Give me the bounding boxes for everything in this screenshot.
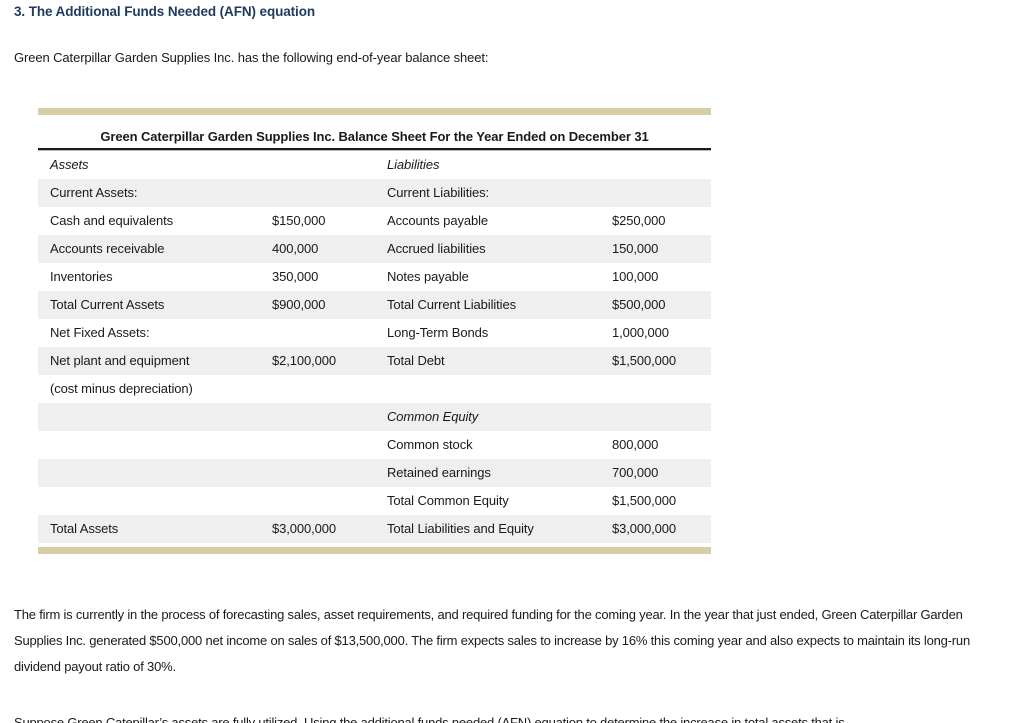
intro-text: Green Caterpillar Garden Supplies Inc. h…: [14, 50, 489, 65]
cell-asset-amount: 400,000: [272, 241, 319, 256]
paragraph-firm-forecast: The firm is currently in the process of …: [14, 607, 970, 674]
cell-asset-amount: [272, 459, 387, 487]
table-row: Total Assets $3,000,000 Total Liabilitie…: [38, 515, 711, 543]
cell-assets-header: Assets: [50, 157, 89, 172]
cell-liability-label: Notes payable: [387, 269, 469, 284]
cell-liability-label: [387, 375, 612, 403]
table-row: Common Equity: [38, 403, 711, 431]
cell-asset-amount: [272, 487, 387, 515]
table-row: Total Common Equity $1,500,000: [38, 487, 711, 515]
cell-asset-amount: $3,000,000: [272, 521, 337, 536]
cell-liability-amount: $1,500,000: [612, 353, 677, 368]
cell-asset-label: Net plant and equipment: [50, 353, 190, 368]
cell-liability-amount: $250,000: [612, 213, 666, 228]
table-row: Common stock 800,000: [38, 431, 711, 459]
cell-asset-label: Accounts receivable: [50, 241, 165, 256]
cell-liability-amount: 700,000: [612, 465, 659, 480]
cell-asset-amount: [272, 403, 387, 431]
cell-asset-label: Inventories: [50, 269, 113, 284]
cell-liability-amount: $500,000: [612, 297, 666, 312]
cell-liability-label: Total Common Equity: [387, 493, 509, 508]
cell-asset-amount: 350,000: [272, 269, 319, 284]
table-row: Net plant and equipment $2,100,000 Total…: [38, 347, 711, 375]
table-row: Accounts receivable 400,000 Accrued liab…: [38, 235, 711, 263]
cell-asset-amount: [272, 319, 387, 347]
cell-liability-label: Total Liabilities and Equity: [387, 521, 534, 536]
cell-asset-label: [50, 403, 272, 431]
cell-asset-label: Current Assets:: [50, 185, 138, 200]
cell-liability-amount: 100,000: [612, 269, 659, 284]
cell-liability-amount: 150,000: [612, 241, 659, 256]
table-row: Assets Liabilities: [38, 151, 711, 179]
cell-liability-amount: $3,000,000: [612, 521, 677, 536]
cell-asset-label: [50, 459, 272, 487]
cell-liability-amount: 1,000,000: [612, 325, 669, 340]
cell-liability-label: Long-Term Bonds: [387, 325, 489, 340]
cell-liability-label: Common stock: [387, 437, 473, 452]
balance-sheet-table: Green Caterpillar Garden Supplies Inc. B…: [38, 108, 711, 554]
cell-liability-amount: [612, 179, 711, 207]
cell-liability-label: Total Current Liabilities: [387, 297, 517, 312]
cell-liability-amount: [612, 151, 711, 179]
balance-sheet-rows: Assets Liabilities Current Assets: Curre…: [38, 151, 711, 543]
table-row: Total Current Assets $900,000 Total Curr…: [38, 291, 711, 319]
cell-asset-amount: [272, 431, 387, 459]
cell-asset-label: Net Fixed Assets:: [50, 325, 150, 340]
cell-asset-amount: $150,000: [272, 213, 326, 228]
cell-asset-label: (cost minus depreciation): [50, 381, 193, 396]
cell-asset-amount: [272, 151, 387, 179]
table-row: Retained earnings 700,000: [38, 459, 711, 487]
paragraph-suppose-afn: Suppose Green Catepillar’s assets are fu…: [14, 715, 845, 723]
table-row: Cash and equivalents $150,000 Accounts p…: [38, 207, 711, 235]
table-row: Inventories 350,000 Notes payable 100,00…: [38, 263, 711, 291]
cell-asset-label: Cash and equivalents: [50, 213, 174, 228]
cell-liability-label: Accounts payable: [387, 213, 489, 228]
table-accent-bar-bottom: [38, 547, 711, 554]
cell-liability-label: Retained earnings: [387, 465, 491, 480]
cell-liability-amount: [612, 375, 711, 403]
cell-liability-label: Accrued liabilities: [387, 241, 486, 256]
table-row: (cost minus depreciation): [38, 375, 711, 403]
cell-liability-label: Total Debt: [387, 353, 445, 368]
cell-asset-label: [50, 487, 272, 515]
cell-asset-amount: $2,100,000: [272, 353, 337, 368]
page-title: 3. The Additional Funds Needed (AFN) equ…: [14, 4, 315, 19]
cell-common-equity-header: Common Equity: [387, 409, 479, 424]
cell-liability-amount: [612, 403, 711, 431]
cell-liability-amount: $1,500,000: [612, 493, 677, 508]
table-accent-bar-top: [38, 108, 711, 115]
table-row: Current Assets: Current Liabilities:: [38, 179, 711, 207]
cell-asset-amount: [272, 375, 387, 403]
cell-asset-label: Total Current Assets: [50, 297, 165, 312]
cell-liability-label: Current Liabilities:: [387, 185, 490, 200]
cell-liability-amount: 800,000: [612, 437, 659, 452]
table-row: Net Fixed Assets: Long-Term Bonds 1,000,…: [38, 319, 711, 347]
balance-sheet-title: Green Caterpillar Garden Supplies Inc. B…: [38, 124, 711, 150]
cell-asset-label: [50, 431, 272, 459]
cell-asset-amount: $900,000: [272, 297, 326, 312]
cell-asset-amount: [272, 179, 387, 207]
cell-liabilities-header: Liabilities: [387, 157, 440, 172]
cell-asset-label: Total Assets: [50, 521, 119, 536]
